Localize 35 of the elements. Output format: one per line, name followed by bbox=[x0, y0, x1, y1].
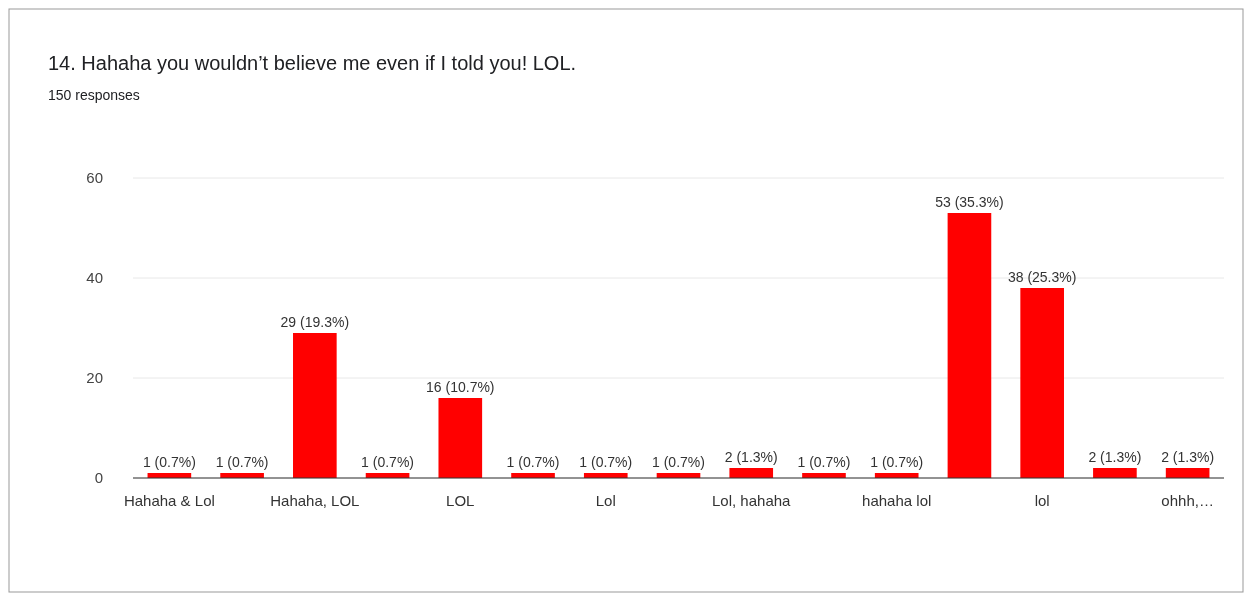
data-label: 1 (0.7%) bbox=[142, 454, 196, 470]
data-label: 16 (10.7%) bbox=[426, 379, 495, 395]
data-label: 1 (0.7%) bbox=[797, 454, 851, 470]
chart-title: 14. Hahaha you wouldn’t believe me even if I told you! LOL. bbox=[48, 52, 577, 74]
y-tick-label: 60 bbox=[86, 169, 103, 187]
data-label: 1 (0.7%) bbox=[652, 454, 705, 470]
x-tick-label: Lol bbox=[595, 492, 616, 509]
x-tick-label: lol bbox=[1034, 492, 1050, 509]
bar bbox=[438, 398, 483, 478]
y-tick-label: 0 bbox=[94, 469, 103, 487]
x-tick-label: LOL bbox=[446, 492, 475, 509]
bar bbox=[1020, 288, 1064, 478]
bar bbox=[293, 333, 337, 478]
data-label: 2 (1.3%) bbox=[724, 449, 778, 465]
data-label: 1 (0.7%) bbox=[870, 454, 924, 470]
x-tick-label: Lol, hahaha bbox=[712, 492, 792, 509]
data-label: 2 (1.3%) bbox=[1161, 449, 1215, 465]
data-label: 38 (25.3%) bbox=[1007, 269, 1077, 285]
chart-subtitle: 150 responses bbox=[48, 87, 140, 103]
data-label: 53 (35.3%) bbox=[935, 194, 1004, 210]
bar bbox=[729, 468, 774, 478]
x-tick-label: Hahaha & Lol bbox=[123, 492, 215, 509]
data-label: 1 (0.7%) bbox=[215, 454, 269, 470]
data-label: 1 (0.7%) bbox=[361, 454, 415, 470]
data-label: 1 (0.7%) bbox=[506, 454, 560, 470]
bar bbox=[947, 213, 992, 478]
bar bbox=[1093, 468, 1137, 478]
data-label: 2 (1.3%) bbox=[1088, 449, 1142, 465]
x-tick-label: hahaha lol bbox=[862, 492, 932, 509]
y-tick-label: 20 bbox=[86, 369, 103, 387]
y-tick-label: 40 bbox=[86, 269, 103, 287]
x-tick-label: ohhh,… bbox=[1161, 492, 1214, 509]
x-tick-label: Hahaha, LOL bbox=[270, 492, 360, 509]
data-label: 29 (19.3%) bbox=[280, 314, 350, 330]
data-label: 1 (0.7%) bbox=[579, 454, 633, 470]
